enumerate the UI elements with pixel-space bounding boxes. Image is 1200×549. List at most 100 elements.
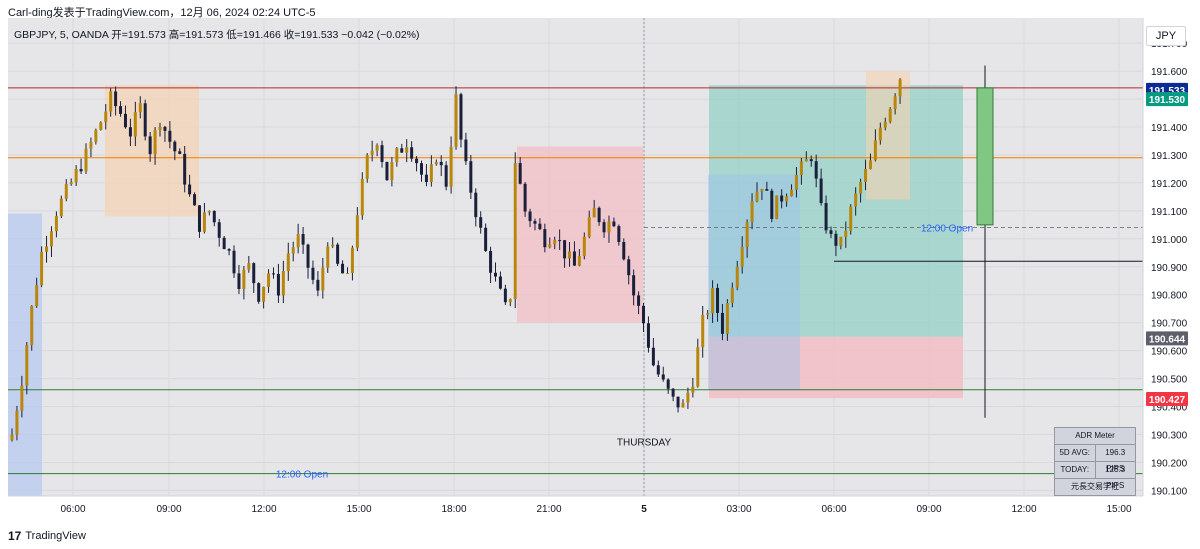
candle-body bbox=[419, 163, 423, 175]
candle-body bbox=[528, 211, 532, 222]
x-tick-label: 15:00 bbox=[346, 504, 371, 515]
currency-button[interactable]: JPY bbox=[1146, 26, 1186, 46]
adr-row-value: 196.3 PIPS bbox=[1105, 448, 1126, 473]
candle-body bbox=[188, 184, 192, 195]
candle-body bbox=[799, 161, 803, 175]
candle-body bbox=[321, 267, 325, 291]
candlestick-chart[interactable]: 191.700191.600191.500191.400191.300191.2… bbox=[0, 18, 1200, 528]
candle-body bbox=[252, 263, 256, 284]
candle-body bbox=[429, 164, 433, 183]
candle-body bbox=[10, 434, 14, 441]
open-annotation: 12:00 Open bbox=[921, 224, 973, 235]
candle-body bbox=[706, 313, 710, 315]
candle-body bbox=[730, 287, 734, 304]
candle-body bbox=[533, 221, 537, 224]
x-tick-label: 09:00 bbox=[916, 504, 941, 515]
candle-body bbox=[775, 195, 779, 219]
adr-row-label: 5D AVG: bbox=[1055, 445, 1096, 461]
session-zone-london-2 bbox=[866, 71, 910, 200]
candle-body bbox=[227, 249, 231, 251]
candle-body bbox=[350, 247, 354, 274]
y-tick-label: 190.600 bbox=[1151, 347, 1188, 358]
x-tick-label: 12:00 bbox=[251, 504, 276, 515]
candle-body bbox=[49, 231, 53, 247]
tradingview-brand[interactable]: 17 TradingView bbox=[8, 529, 86, 543]
candle-body bbox=[494, 272, 498, 277]
candle-body bbox=[760, 189, 764, 192]
candle-body bbox=[622, 242, 626, 260]
candle-body bbox=[400, 148, 404, 153]
y-tick-label: 191.000 bbox=[1151, 235, 1188, 246]
candle-body bbox=[701, 314, 705, 348]
candle-body bbox=[345, 273, 349, 275]
adr-title: ADR Meter bbox=[1054, 427, 1136, 445]
y-tick-label: 190.500 bbox=[1151, 375, 1188, 386]
projection-candle bbox=[976, 87, 994, 226]
candle-body bbox=[582, 236, 586, 256]
candle-body bbox=[336, 244, 340, 264]
candle-body bbox=[444, 165, 448, 187]
candle-body bbox=[651, 347, 655, 366]
candle-body bbox=[479, 217, 483, 228]
candle-body bbox=[365, 155, 369, 179]
candle-body bbox=[59, 198, 63, 217]
candle-body bbox=[355, 215, 359, 248]
candle-body bbox=[691, 386, 695, 393]
candle-body bbox=[262, 286, 266, 302]
candle-body bbox=[720, 312, 724, 334]
publish-header: Carl-ding发表于TradingView.com，12月 06, 2024… bbox=[8, 7, 316, 19]
x-tick-label: 03:00 bbox=[726, 504, 751, 515]
adr-footer: 元長交易学社 bbox=[1054, 478, 1136, 496]
candle-body bbox=[99, 122, 103, 131]
candle-body bbox=[637, 295, 641, 306]
candle-body bbox=[627, 259, 631, 276]
candle-body bbox=[222, 237, 226, 250]
candle-body bbox=[834, 233, 838, 246]
candle-body bbox=[281, 270, 285, 296]
candle-body bbox=[237, 273, 241, 290]
candle-body bbox=[257, 283, 261, 302]
candle-body bbox=[94, 130, 98, 143]
candle-body bbox=[54, 216, 58, 232]
candle-body bbox=[735, 266, 739, 288]
candle-body bbox=[489, 250, 493, 273]
candle-body bbox=[454, 94, 458, 147]
candle-body bbox=[617, 226, 621, 243]
candle-body bbox=[898, 79, 902, 97]
candle-body bbox=[671, 388, 675, 397]
candle-body bbox=[316, 279, 320, 291]
x-tick-label: 12:00 bbox=[1011, 504, 1036, 515]
candle-body bbox=[20, 385, 24, 411]
candle-body bbox=[543, 229, 547, 248]
candle-body bbox=[602, 222, 606, 233]
candle-body bbox=[301, 234, 305, 245]
candle-body bbox=[35, 285, 39, 307]
candle-body bbox=[341, 263, 345, 274]
candle-body bbox=[202, 212, 206, 232]
candle-body bbox=[326, 246, 330, 268]
candle-body bbox=[360, 178, 364, 216]
candle-body bbox=[587, 217, 591, 237]
candle-body bbox=[484, 227, 488, 251]
chart-area[interactable]: 191.700191.600191.500191.400191.300191.2… bbox=[0, 18, 1200, 528]
symbol-legend: GBPJPY, 5, OANDA 开=191.573 高=191.573 低=1… bbox=[14, 29, 420, 41]
candle-body bbox=[449, 146, 453, 187]
candle-body bbox=[306, 244, 310, 268]
y-tick-label: 190.200 bbox=[1151, 458, 1188, 469]
candle-body bbox=[331, 244, 335, 247]
price-label-text: 190.427 bbox=[1149, 395, 1186, 406]
candle-body bbox=[765, 189, 769, 191]
candle-body bbox=[469, 161, 473, 193]
candle-body bbox=[785, 196, 789, 202]
price-label-text: 191.533 bbox=[1149, 86, 1186, 97]
candle-body bbox=[311, 267, 315, 280]
y-tick-label: 191.300 bbox=[1151, 151, 1188, 162]
candle-body bbox=[612, 221, 616, 227]
candle-body bbox=[642, 305, 646, 324]
price-label-tag bbox=[1146, 331, 1188, 346]
candle-body bbox=[888, 108, 892, 122]
candle-body bbox=[193, 194, 197, 206]
candle-body bbox=[864, 168, 868, 182]
candle-body bbox=[740, 247, 744, 267]
candle-body bbox=[178, 151, 182, 154]
